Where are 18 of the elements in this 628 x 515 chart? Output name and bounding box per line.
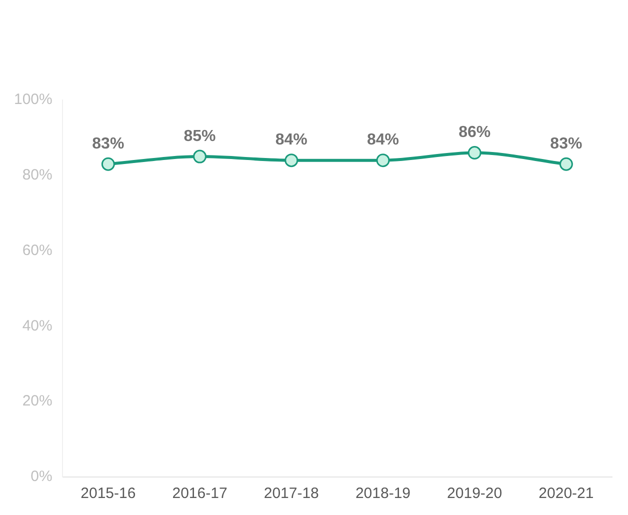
x-tick-label: 2020-21 <box>538 485 594 502</box>
y-tick-label: 80% <box>22 166 52 184</box>
y-tick-label: 0% <box>30 468 52 486</box>
y-tick-label: 100% <box>14 91 52 108</box>
data-label: 84% <box>275 132 308 149</box>
x-tick-label: 2018-19 <box>355 485 411 502</box>
data-label: 85% <box>184 128 216 145</box>
y-tick-label: 40% <box>22 317 52 334</box>
x-tick-label: 2015-16 <box>80 485 136 502</box>
y-tick-label: 20% <box>22 392 52 410</box>
x-tick-label: 2019-20 <box>447 485 502 502</box>
x-tick-label: 2016-17 <box>172 485 228 502</box>
data-label: 84% <box>366 132 399 149</box>
y-tick-label: 60% <box>22 242 52 259</box>
x-tick-label: 2017-18 <box>264 485 319 502</box>
data-label: 83% <box>550 135 582 152</box>
data-label: 83% <box>92 135 124 152</box>
data-label: 86% <box>458 124 491 142</box>
